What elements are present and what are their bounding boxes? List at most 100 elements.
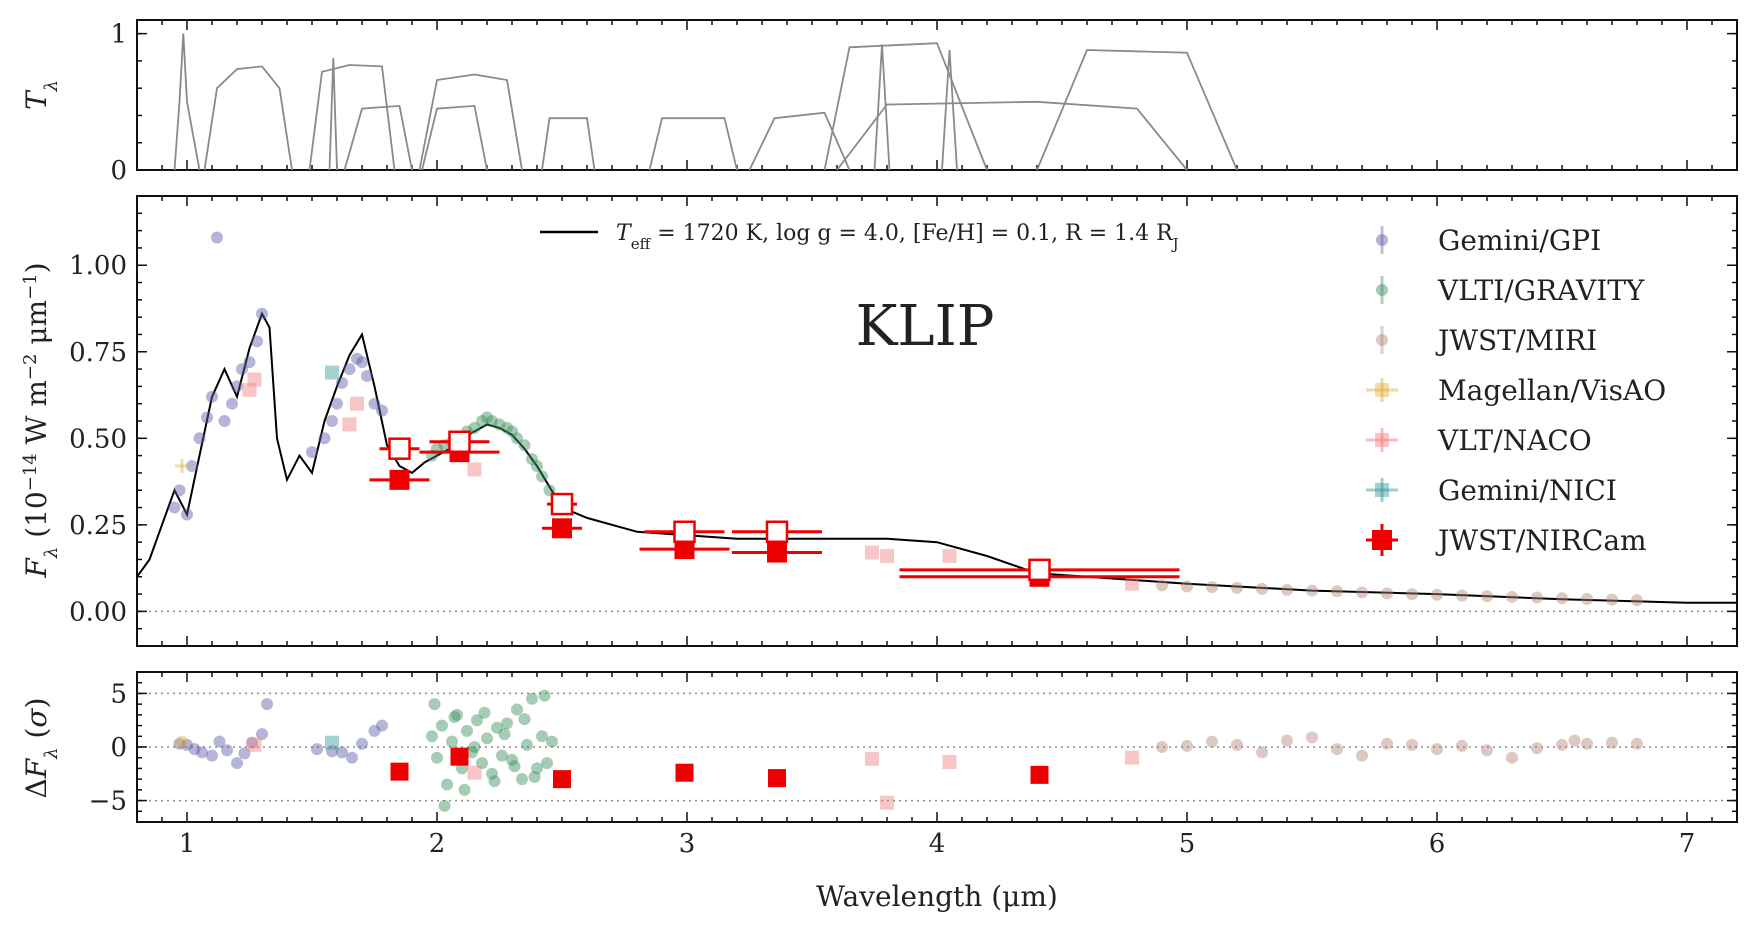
x-tick-label: 6 <box>1429 829 1446 859</box>
residual-point <box>206 749 218 762</box>
residual-point <box>428 698 441 711</box>
residual-point <box>238 747 251 760</box>
residual-point <box>1381 737 1393 750</box>
data-point <box>350 396 364 411</box>
data-point <box>1506 590 1518 603</box>
data-point <box>550 492 574 516</box>
residual-point <box>467 765 482 780</box>
data-point <box>1256 582 1268 595</box>
legend-marker <box>1372 530 1392 550</box>
y-tick-label: 0.75 <box>69 338 127 368</box>
data-point <box>880 549 894 563</box>
residual-point <box>176 735 188 748</box>
residual-point <box>466 746 478 759</box>
data-point <box>343 363 356 376</box>
legend: Gemini/GPI VLTI/GRAVITY JWST/MIRI Magellan/… <box>1366 224 1666 557</box>
data-point <box>765 520 789 544</box>
residual-point <box>436 719 448 732</box>
data-point <box>247 372 262 387</box>
filter-curve <box>873 44 891 171</box>
data-point <box>256 307 268 320</box>
data-point <box>1181 580 1193 593</box>
data-point <box>1431 588 1443 601</box>
data-point <box>1581 592 1593 605</box>
residual-point <box>880 795 894 810</box>
data-point <box>942 549 957 563</box>
data-point <box>1481 590 1493 603</box>
residual-point <box>438 799 451 812</box>
residual-point <box>1281 734 1293 747</box>
filter-curves <box>173 33 1238 171</box>
residual-point <box>1456 739 1468 752</box>
residual-point <box>546 735 558 748</box>
y-tick-label: 1.00 <box>69 251 127 281</box>
y-tick-label: 1 <box>110 20 127 50</box>
residual-point <box>531 762 543 775</box>
residual-point <box>521 738 533 751</box>
residual-point <box>478 706 491 719</box>
filter-curve <box>308 64 396 171</box>
residual-point <box>1125 750 1139 765</box>
residual-point <box>196 746 208 759</box>
data-point <box>361 370 373 382</box>
filter-curve <box>418 73 523 171</box>
residual-point <box>1231 738 1243 751</box>
data-point <box>181 508 193 521</box>
residual-point <box>451 708 463 721</box>
data-point <box>476 415 488 427</box>
data-point <box>173 484 186 497</box>
residual-point <box>1631 737 1643 750</box>
data-point <box>518 439 531 452</box>
residual-point <box>1606 736 1618 749</box>
data-point <box>1331 585 1343 598</box>
data-point <box>325 365 339 380</box>
residual-point <box>450 747 469 766</box>
x-tick-label: 7 <box>1679 829 1696 859</box>
data-point <box>376 404 388 417</box>
data-point <box>1125 576 1139 591</box>
filter-curve <box>328 58 338 171</box>
legend-marker <box>1375 483 1389 497</box>
legend-label: Gemini/GPI <box>1438 224 1601 257</box>
data-point <box>674 539 695 560</box>
residual-point <box>188 743 201 756</box>
x-tick-label: 1 <box>179 829 196 859</box>
data-point <box>336 376 348 389</box>
filter-curve <box>748 111 851 171</box>
residual-point <box>346 751 358 764</box>
y-tick-label: −5 <box>89 787 127 817</box>
residual-point <box>448 711 461 723</box>
data-point <box>531 460 543 472</box>
data-point <box>168 501 181 514</box>
data-point <box>1206 581 1218 594</box>
filter-curve <box>1036 49 1238 171</box>
data-point <box>1556 592 1568 605</box>
y-tick-label: 0.25 <box>69 511 127 541</box>
data-point <box>448 430 471 454</box>
residual-point <box>538 689 551 702</box>
legend-label: Gemini/NICI <box>1438 474 1617 507</box>
residual-point <box>508 760 521 773</box>
residual-point <box>526 692 538 705</box>
residual-point <box>261 698 273 711</box>
residual-point <box>231 757 243 770</box>
data-point <box>218 415 231 427</box>
data-point <box>251 335 263 348</box>
residual-point <box>498 728 511 741</box>
residual-point <box>471 714 483 727</box>
legend-label: Magellan/VisAO <box>1438 374 1666 407</box>
y-tick-label: 0.50 <box>69 424 127 454</box>
residual-point <box>491 721 503 734</box>
residual-point <box>468 741 481 753</box>
residual-point <box>675 763 694 782</box>
data-point <box>356 356 368 369</box>
data-point <box>1406 588 1418 601</box>
residual-point <box>461 724 473 737</box>
residual-point <box>518 713 531 726</box>
residual-point <box>356 737 368 750</box>
residual-point <box>486 767 498 780</box>
residual-point <box>516 773 528 786</box>
residual-point <box>246 736 258 749</box>
residual-point <box>536 730 548 743</box>
residual-point <box>481 732 493 745</box>
